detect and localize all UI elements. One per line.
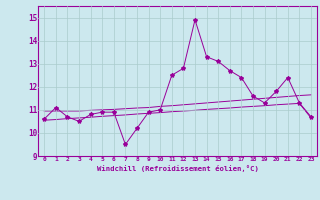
X-axis label: Windchill (Refroidissement éolien,°C): Windchill (Refroidissement éolien,°C)	[97, 165, 259, 172]
